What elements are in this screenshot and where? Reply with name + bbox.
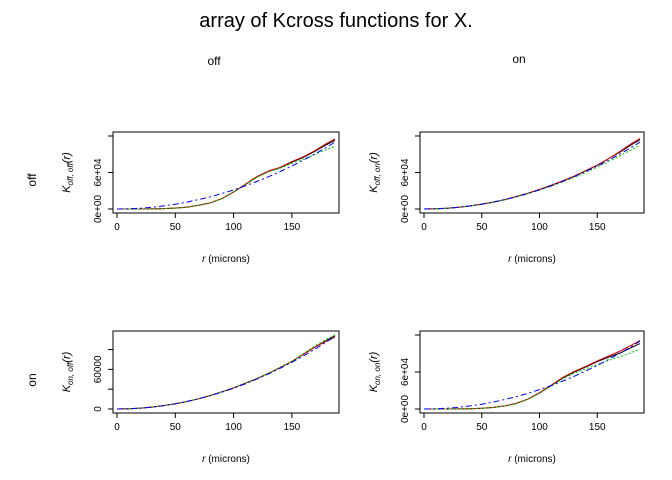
panel-r0-c1-ytick-label-0: 0e+00	[400, 195, 411, 224]
panel-r1-c1-ylabel: Kon, on(r)	[368, 351, 382, 392]
panel-r0-c0-xtick-label-2: 100	[225, 222, 242, 233]
panel-r0-c0-xtick-label-3: 150	[284, 222, 301, 233]
panel-r0-c1-series-1	[423, 137, 641, 210]
panel-r0-c0-xtick-label-0: 0	[114, 222, 120, 233]
panel-r0-c1-xtick-label-0: 0	[421, 222, 427, 233]
panel-r1-c1-xlabel: r (microns)	[508, 454, 556, 465]
row-label-off: off	[25, 173, 39, 187]
panel-r1-c0-xtick-label-2: 100	[225, 422, 242, 433]
panel-r1-c0-frame	[112, 330, 340, 414]
figure-title: array of Kcross functions for X.	[199, 10, 472, 32]
panel-r0-c1-xtick-label-2: 100	[531, 222, 548, 233]
panel-r1-c0-xlabel: r (microns)	[202, 454, 250, 465]
panel-r0-c1-xlabel: r (microns)	[508, 254, 556, 265]
panel-r0-c1: 0 50 100 150 0e+00 6e+04 r (microns) Koff, on(r…	[368, 131, 645, 265]
panel-r1-c1-ytick-label-0: 0e+00	[400, 395, 411, 424]
panel-r0-c0-ylabel: Koff, off(r)	[61, 152, 75, 193]
column-label-off: off	[207, 54, 221, 68]
panel-r1-c1-series-2	[424, 348, 641, 410]
panel-r1-c1-xtick-label-0: 0	[421, 422, 427, 433]
panel-r1-c1-series-3	[423, 340, 641, 410]
panel-r0-c1-frame	[419, 131, 645, 214]
row-label-on: on	[25, 373, 39, 386]
panel-r0-c1-ylabel: Koff, on(r)	[368, 152, 382, 193]
panel-r0-c0-series-1	[117, 138, 336, 210]
panel-r0-c1-xtick-label-1: 50	[476, 222, 488, 233]
panel-r1-c1-series-1	[424, 340, 641, 410]
panel-r1-c0-ytick-label-0: 0	[93, 406, 104, 412]
panel-r0-c0-series-0	[117, 139, 336, 210]
panel-r1-c1-frame	[419, 330, 645, 414]
panel-r0-c0-ytick-label-0: 0e+00	[93, 195, 104, 224]
panel-r0-c0-xtick-label-1: 50	[170, 222, 182, 233]
panel-r0-c1-series-3	[423, 141, 641, 210]
panel-r1-c0-series-0	[116, 335, 336, 410]
panel-r1-c1-series-0	[424, 343, 641, 410]
panel-r1-c1-xtick-label-3: 150	[589, 422, 606, 433]
panel-r0-c0-frame	[112, 131, 340, 214]
panel-r1-c0: 0 50 100 150 0 60000 r (microns) Kon, off(r)	[61, 330, 340, 465]
panel-r0-c1-xtick-label-3: 150	[589, 222, 606, 233]
panel-r0-c0: 0 50 100 150 0e+00 6e+04 r (microns) Koff, off(…	[61, 131, 340, 265]
panel-r1-c0-ytick-label-2: 60000	[93, 355, 104, 383]
panel-r0-c1-series-0	[423, 139, 641, 210]
panel-r1-c1: 0 50 100 150 0e+00 6e+04 r (microns) Kon, on(r)	[368, 330, 645, 465]
panel-r1-c0-ylabel: Kon, off(r)	[61, 351, 75, 392]
panel-r0-c0-series-2	[117, 145, 336, 210]
panel-r1-c0-xtick-label-1: 50	[170, 422, 182, 433]
panel-r0-c0-series-3	[116, 141, 336, 210]
panel-r0-c0-xlabel: r (microns)	[202, 254, 250, 265]
panel-r1-c0-series-2	[116, 334, 336, 410]
panel-r0-c1-series-2	[423, 144, 641, 210]
panel-r1-c0-series-1	[116, 336, 336, 410]
panel-r1-c1-xtick-label-2: 100	[531, 422, 548, 433]
panel-r1-c0-xtick-label-3: 150	[284, 422, 301, 433]
column-label-on: on	[512, 52, 525, 66]
panel-r1-c1-xtick-label-1: 50	[476, 422, 488, 433]
panel-r0-c0-ytick-label-1: 6e+04	[93, 158, 104, 187]
panel-r1-c1-ytick-label-1: 6e+04	[400, 358, 411, 387]
panel-r1-c0-series-3	[116, 335, 336, 410]
panel-r0-c1-ytick-label-1: 6e+04	[400, 158, 411, 187]
panel-r1-c0-xtick-label-0: 0	[114, 422, 120, 433]
